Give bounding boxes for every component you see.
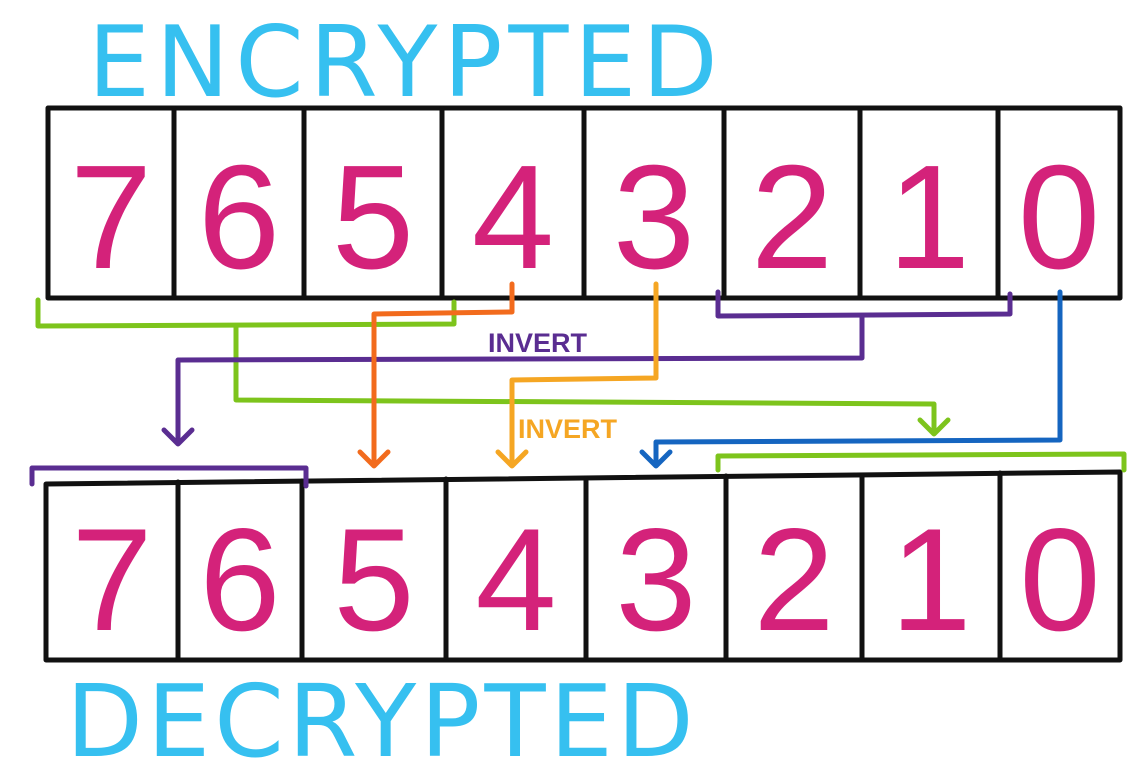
decrypted-register [43, 469, 1123, 663]
purple-arrowhead [161, 427, 195, 447]
decrypted-digit-4: 4 [475, 498, 556, 661]
blue-connector [653, 289, 1063, 467]
encrypted-digit-2: 2 [751, 135, 833, 300]
decrypted-digit-1: 1 [890, 498, 971, 661]
orange-arrowhead [357, 449, 391, 469]
encrypted-digit-7: 7 [70, 135, 152, 300]
encrypted-digit-1: 1 [888, 135, 970, 300]
amber-connector [509, 281, 659, 467]
invert-label-orange: INVERT [518, 414, 618, 444]
amber-arrowhead [495, 449, 529, 469]
encrypted-digit-6: 6 [198, 135, 280, 300]
orange-mapping [357, 281, 515, 469]
green-arrowhead [917, 417, 951, 437]
decrypted-digit-6: 6 [199, 498, 280, 661]
decrypted-digit-7: 7 [71, 498, 152, 661]
blue-mapping [639, 289, 1063, 469]
encrypted-digit-0: 0 [1018, 135, 1100, 300]
decrypted-register-frame [43, 469, 1123, 663]
green-target-bracket [715, 451, 1127, 473]
blue-arrowhead [639, 449, 673, 469]
encrypted-digit-3: 3 [613, 135, 695, 300]
amber-mapping [495, 281, 659, 469]
encrypted-title: ENCRYPTED [88, 6, 724, 120]
encrypted-digit-5: 5 [332, 135, 414, 300]
decrypted-title: DECRYPTED [66, 663, 698, 780]
decrypted-digit-0: 0 [1019, 498, 1100, 661]
purple-mapping [29, 289, 1013, 489]
encrypted-register [45, 105, 1123, 301]
decrypted-digit-3: 3 [615, 498, 696, 661]
purple-target-bracket [29, 465, 309, 489]
green-mapping [35, 297, 1127, 473]
green-connector [233, 323, 937, 435]
invert-label-purple: INVERT [488, 328, 588, 358]
decrypted-digit-5: 5 [333, 498, 414, 661]
decrypted-digit-2: 2 [753, 498, 834, 661]
encrypted-digit-4: 4 [472, 135, 554, 300]
purple-connector [175, 313, 865, 445]
orange-connector [371, 281, 515, 467]
